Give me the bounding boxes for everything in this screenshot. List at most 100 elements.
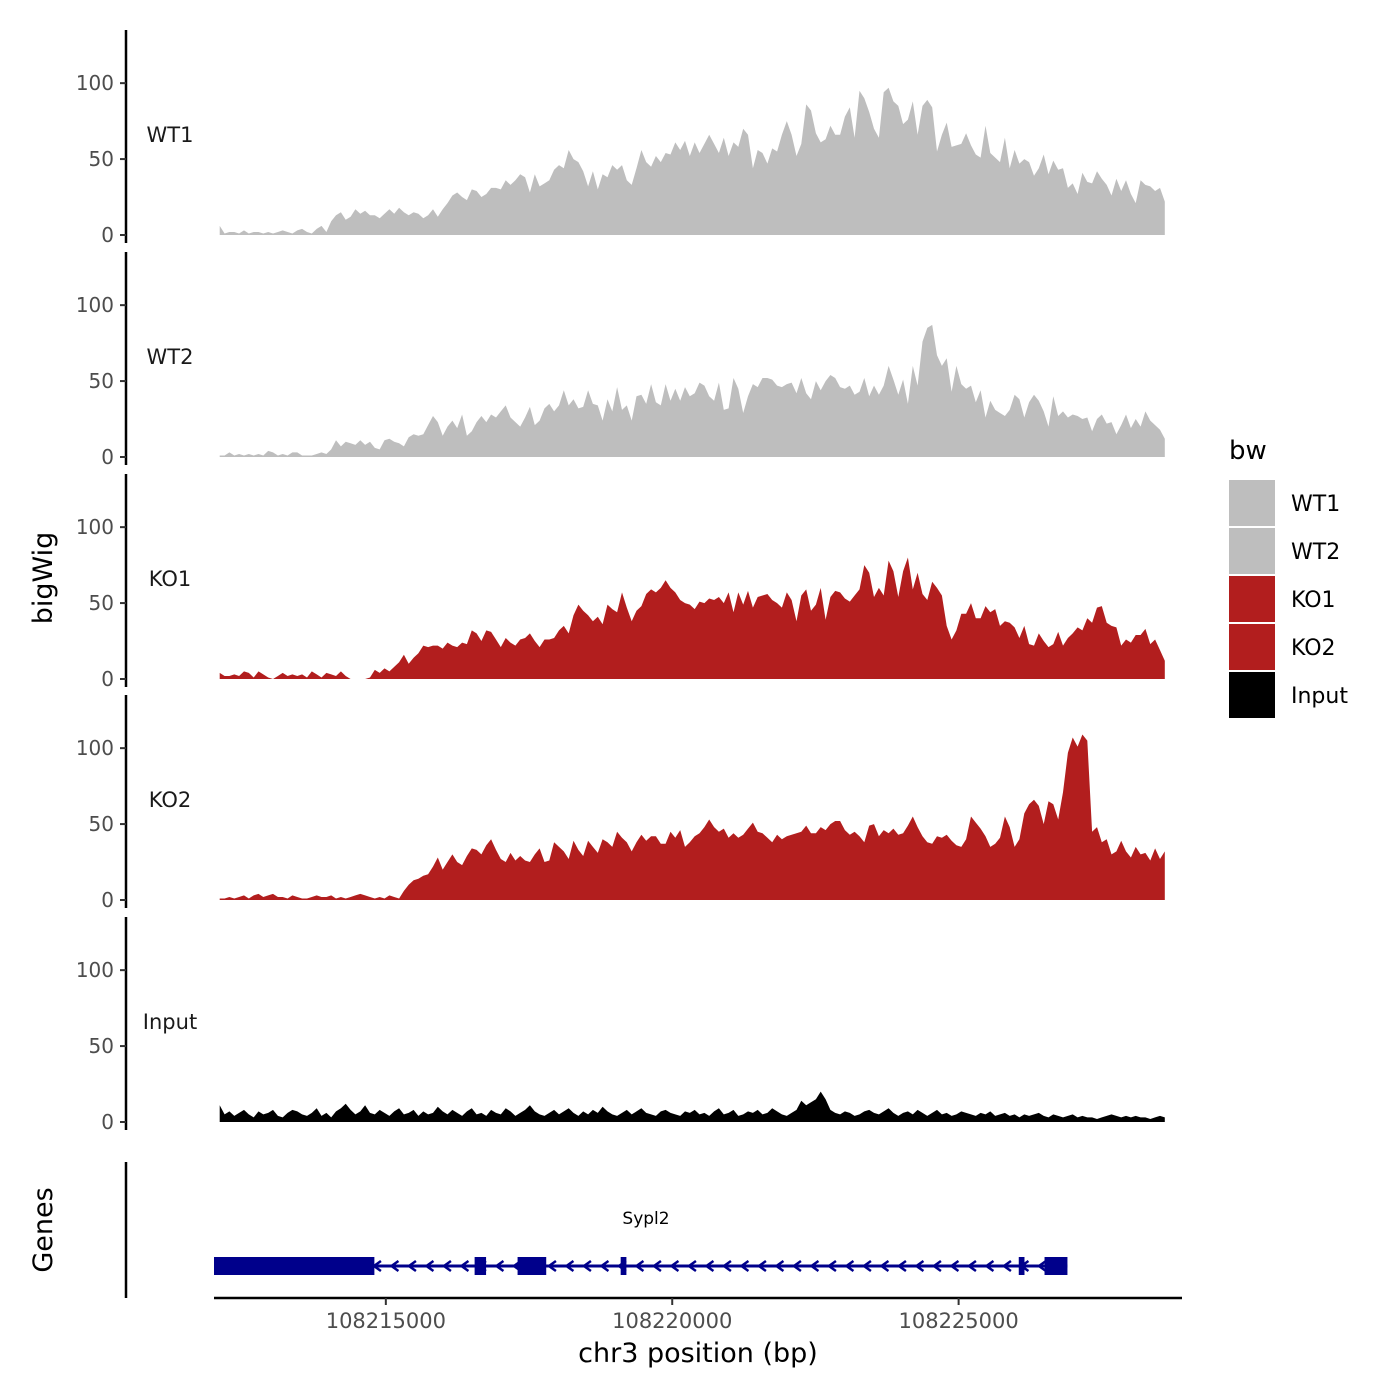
y-axis-title: bigWig	[28, 532, 59, 625]
legend-title: bw	[1229, 436, 1267, 466]
strand-arrow	[949, 1259, 960, 1273]
y-tick-label: 0	[101, 1110, 114, 1134]
y-tick-label: 0	[101, 667, 114, 691]
strand-arrow	[546, 1259, 557, 1273]
strand-arrow	[756, 1259, 767, 1273]
y-tick-label: 100	[76, 736, 114, 760]
y-tick-label: 50	[89, 147, 114, 171]
genes-panel: Genes Sypl2	[28, 1162, 1068, 1298]
strand-arrow	[984, 1259, 995, 1273]
gene-exon	[517, 1257, 547, 1275]
strand-arrow	[459, 1259, 470, 1273]
legend-swatch	[1229, 576, 1275, 622]
x-tick-label: 108215000	[326, 1309, 446, 1333]
gene-exon	[620, 1257, 627, 1275]
legend-label: Input	[1291, 684, 1348, 709]
strand-arrow	[809, 1259, 820, 1273]
signal-area-ko1	[219, 557, 1165, 679]
y-tick-label: 0	[101, 223, 114, 247]
signal-area-wt1	[219, 87, 1165, 235]
gene-label: Sypl2	[622, 1209, 669, 1229]
y-tick-label: 0	[101, 445, 114, 469]
signal-tracks: 0 50 100 WT1 0 50 100 WT2 0 50 100 KO1 0 50 100 KO2 0 50 1…	[76, 30, 1165, 1134]
x-tick-label: 108220000	[612, 1309, 732, 1333]
gene-exon	[214, 1257, 375, 1275]
x-ticks: 108215000 108220000 108225000	[326, 1298, 1019, 1333]
strand-arrow	[931, 1259, 942, 1273]
track-ko1: 0 50 100 KO1	[76, 474, 1165, 691]
strand-arrow	[966, 1259, 977, 1273]
y-tick-label: 100	[76, 958, 114, 982]
track-wt1: 0 50 100 WT1	[76, 30, 1165, 247]
strand-arrow	[739, 1259, 750, 1273]
y-tick-label: 100	[76, 293, 114, 317]
strand-arrow	[721, 1259, 732, 1273]
strand-arrow	[844, 1259, 855, 1273]
strand-arrow	[494, 1259, 505, 1273]
legend-swatch	[1229, 624, 1275, 670]
x-tick-label: 108225000	[898, 1309, 1018, 1333]
strand-arrow	[599, 1259, 610, 1273]
strand-arrow	[424, 1259, 435, 1273]
legend-item-wt2: WT2	[1229, 528, 1340, 574]
strand-arrow	[861, 1259, 872, 1273]
track-wt2: 0 50 100 WT2	[76, 252, 1165, 469]
x-axis: 108215000 108220000 108225000 chr3 positio…	[214, 1296, 1182, 1369]
legend-label: WT1	[1291, 492, 1340, 517]
strand-arrow	[651, 1259, 662, 1273]
strand-arrow	[704, 1259, 715, 1273]
legend-label: KO1	[1291, 588, 1336, 613]
y-tick-label: 100	[76, 515, 114, 539]
gene-model	[214, 1257, 1068, 1275]
strand-arrow	[896, 1259, 907, 1273]
track-label: KO1	[149, 567, 192, 591]
strand-arrow	[774, 1259, 785, 1273]
y-tick-label: 100	[76, 71, 114, 95]
strand-arrow	[686, 1259, 697, 1273]
strand-arrow	[564, 1259, 575, 1273]
signal-area-input	[219, 1091, 1165, 1122]
strand-arrow	[406, 1259, 417, 1273]
gene-exon	[474, 1257, 487, 1275]
strand-arrow	[879, 1259, 890, 1273]
track-label: KO2	[149, 788, 192, 812]
legend-item-ko1: KO1	[1229, 576, 1336, 622]
track-label: Input	[143, 1010, 197, 1034]
strand-arrow	[1001, 1259, 1012, 1273]
strand-arrow	[441, 1259, 452, 1273]
strand-arrow	[1036, 1259, 1047, 1273]
strand-arrow	[389, 1259, 400, 1273]
strand-arrow	[669, 1259, 680, 1273]
signal-area-wt2	[219, 324, 1165, 457]
legend-label: WT2	[1291, 540, 1340, 565]
x-axis-title: chr3 position (bp)	[578, 1338, 818, 1369]
legend-item-ko2: KO2	[1229, 624, 1336, 670]
gene-exon	[1044, 1257, 1068, 1275]
legend-item-input: Input	[1229, 672, 1348, 718]
legend-label: KO2	[1291, 636, 1336, 661]
track-ko2: 0 50 100 KO2	[76, 695, 1165, 912]
y-tick-label: 50	[89, 812, 114, 836]
legend-swatch	[1229, 480, 1275, 526]
gene-exon	[1018, 1257, 1025, 1275]
track-input: 0 50 100 Input	[76, 917, 1165, 1134]
strand-arrow	[914, 1259, 925, 1273]
strand-arrow	[634, 1259, 645, 1273]
legend-swatch	[1229, 672, 1275, 718]
legend-items: WT1 WT2 KO1 KO2 Input	[1229, 480, 1348, 718]
y-tick-label: 50	[89, 591, 114, 615]
signal-area-ko2	[219, 734, 1165, 900]
y-tick-label: 0	[101, 888, 114, 912]
legend: bw WT1 WT2 KO1 KO2 Input	[1229, 436, 1348, 718]
y-tick-label: 50	[89, 369, 114, 393]
legend-swatch	[1229, 528, 1275, 574]
track-label: WT1	[147, 123, 194, 147]
track-label: WT2	[147, 345, 194, 369]
legend-item-wt1: WT1	[1229, 480, 1340, 526]
strand-arrow	[826, 1259, 837, 1273]
y-tick-label: 50	[89, 1034, 114, 1058]
genes-axis-title: Genes	[28, 1187, 59, 1272]
strand-arrow	[791, 1259, 802, 1273]
strand-arrow	[581, 1259, 592, 1273]
